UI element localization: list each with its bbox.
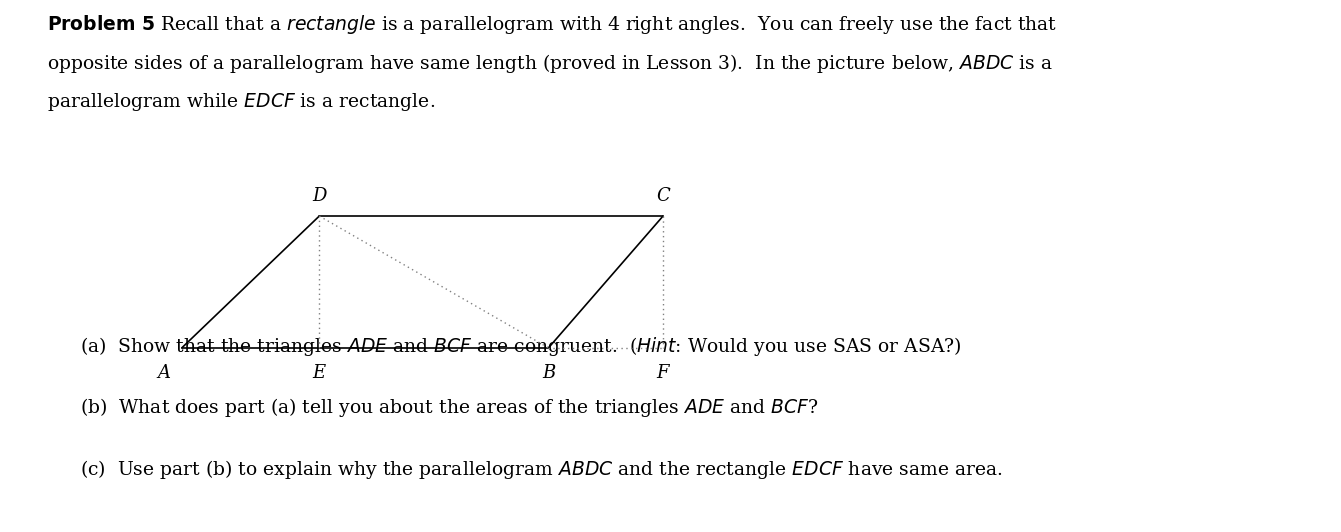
Text: F: F [657, 364, 669, 381]
Text: A: A [157, 364, 170, 381]
Text: opposite sides of a parallelogram have same length (proved in Lesson 3).  In the: opposite sides of a parallelogram have s… [47, 52, 1053, 75]
Text: (b)  What does part (a) tell you about the areas of the triangles $\mathit{ADE}$: (b) What does part (a) tell you about th… [80, 396, 819, 419]
Text: parallelogram while $\it{EDCF}$ is a rectangle.: parallelogram while $\it{EDCF}$ is a rec… [47, 91, 434, 113]
Text: (a)  Show that the triangles $\mathit{ADE}$ and $\mathit{BCF}$ are congruent.  (: (a) Show that the triangles $\mathit{ADE… [80, 335, 961, 358]
Text: B: B [542, 364, 555, 381]
Text: (c)  Use part (b) to explain why the parallelogram $\mathit{ABDC}$ and the recta: (c) Use part (b) to explain why the para… [80, 458, 1003, 480]
Text: D: D [312, 187, 326, 205]
Text: $\bf{Problem\ 5}$ Recall that a $\it{rectangle}$ is a parallelogram with 4 right: $\bf{Problem\ 5}$ Recall that a $\it{rec… [47, 13, 1057, 36]
Text: C: C [656, 187, 670, 205]
Text: E: E [312, 364, 326, 381]
